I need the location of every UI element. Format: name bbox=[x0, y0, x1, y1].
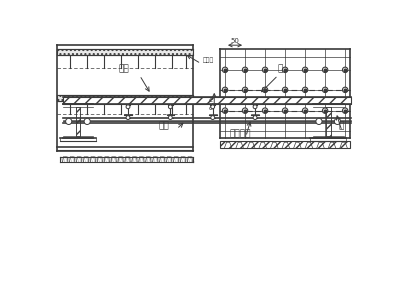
Circle shape bbox=[334, 118, 340, 125]
Circle shape bbox=[168, 105, 172, 109]
Text: 主加: 主加 bbox=[159, 122, 170, 131]
Circle shape bbox=[222, 87, 228, 92]
Circle shape bbox=[302, 67, 308, 73]
Circle shape bbox=[282, 67, 288, 73]
Text: e: e bbox=[208, 97, 213, 103]
Circle shape bbox=[168, 116, 172, 120]
Bar bbox=[62, 97, 351, 104]
Text: 梁: 梁 bbox=[338, 122, 344, 131]
Circle shape bbox=[282, 108, 288, 113]
Bar bbox=[57, 49, 194, 55]
Circle shape bbox=[222, 108, 228, 113]
Circle shape bbox=[242, 67, 248, 73]
Circle shape bbox=[342, 67, 348, 73]
Bar bbox=[57, 95, 194, 101]
Text: 板: 板 bbox=[277, 65, 283, 74]
Circle shape bbox=[342, 108, 348, 113]
Circle shape bbox=[211, 116, 215, 120]
Circle shape bbox=[253, 105, 257, 109]
Circle shape bbox=[342, 87, 348, 92]
Circle shape bbox=[222, 67, 228, 73]
Text: 50: 50 bbox=[230, 38, 240, 44]
Text: 次加: 次加 bbox=[119, 65, 130, 74]
Circle shape bbox=[242, 87, 248, 92]
Circle shape bbox=[262, 67, 268, 73]
Circle shape bbox=[302, 108, 308, 113]
Circle shape bbox=[126, 105, 130, 109]
Bar bbox=[326, 107, 330, 136]
Text: 连接螺栓: 连接螺栓 bbox=[230, 129, 251, 138]
Circle shape bbox=[242, 108, 248, 113]
Text: 防滑条: 防滑条 bbox=[203, 57, 214, 63]
Circle shape bbox=[253, 116, 257, 120]
Circle shape bbox=[316, 118, 322, 125]
Circle shape bbox=[322, 67, 328, 73]
Circle shape bbox=[322, 108, 328, 113]
Circle shape bbox=[302, 87, 308, 92]
Circle shape bbox=[262, 108, 268, 113]
Circle shape bbox=[262, 87, 268, 92]
Circle shape bbox=[84, 118, 90, 125]
Circle shape bbox=[282, 87, 288, 92]
Text: e: e bbox=[208, 105, 213, 110]
Bar bbox=[76, 107, 80, 136]
Bar bbox=[220, 141, 350, 148]
Circle shape bbox=[322, 87, 328, 92]
Circle shape bbox=[66, 118, 72, 125]
Circle shape bbox=[126, 116, 130, 120]
Circle shape bbox=[211, 105, 215, 109]
